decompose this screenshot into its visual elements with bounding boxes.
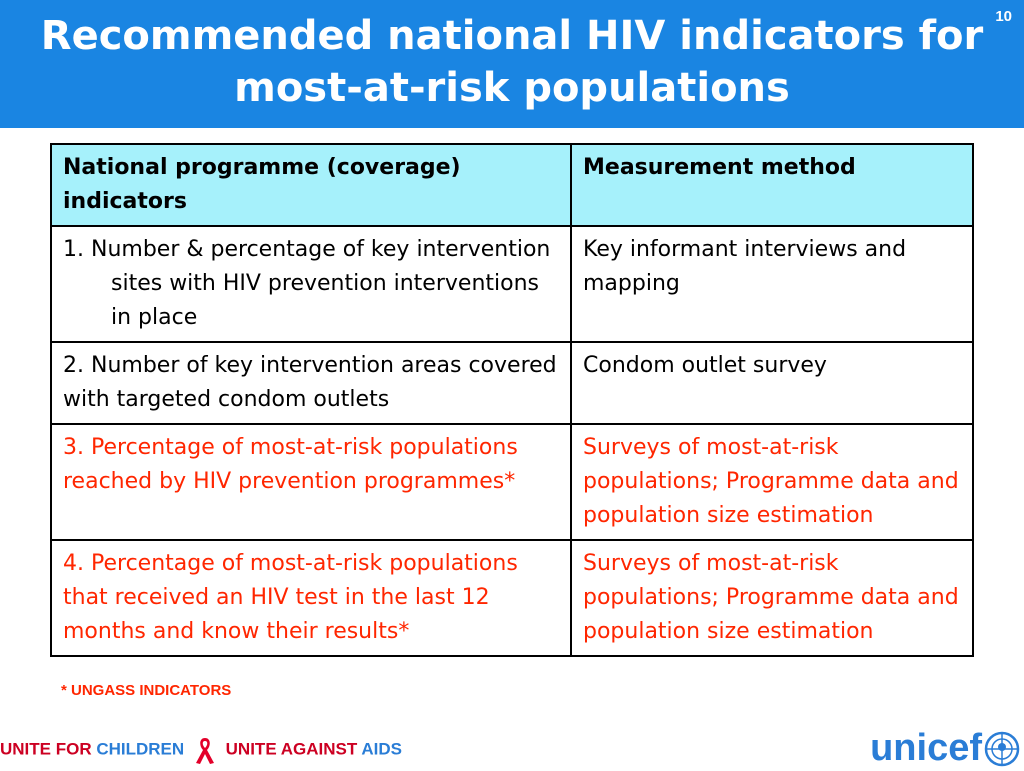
table-header-row: National programme (coverage) indicators… [50,143,974,227]
indicators-table: National programme (coverage) indicators… [50,143,974,657]
method-cell: Key informant interviews and mapping [570,225,974,343]
campaign-slogan: UNITE FOR CHILDREN UNITE AGAINST AIDS [0,735,402,765]
slide-title: Recommended national HIV indicators for … [0,10,1024,114]
method-cell: Surveys of most-at-risk populations; Pro… [570,539,974,657]
table-row: 4. Percentage of most-at-risk population… [50,539,974,657]
table-row: 2. Number of key intervention areas cove… [50,341,974,425]
slogan-part-4: AIDS [361,739,402,759]
slogan-part-1: UNITE FOR [0,739,97,759]
slide-title-line2: most-at-risk populations [234,65,790,111]
footnote: * UNGASS INDICATORS [61,682,232,699]
method-cell: Surveys of most-at-risk populations; Pro… [570,423,974,541]
column-header-indicators: National programme (coverage) indicators [50,143,572,227]
indicator-text: 1. Number & percentage of key interventi… [63,237,551,330]
table-row: 1. Number & percentage of key interventi… [50,225,974,343]
indicator-cell: 4. Percentage of most-at-risk population… [50,539,572,657]
unicef-globe-icon [984,731,1020,767]
unicef-logo-text: unicef [870,727,982,769]
indicator-cell: 1. Number & percentage of key interventi… [50,225,572,343]
table-row: 3. Percentage of most-at-risk population… [50,423,974,541]
aids-ribbon-icon [191,735,219,765]
slogan-part-2: CHILDREN [96,739,185,759]
column-header-method: Measurement method [570,143,974,227]
indicator-cell: 3. Percentage of most-at-risk population… [50,423,572,541]
method-cell: Condom outlet survey [570,341,974,425]
title-banner: Recommended national HIV indicators for … [0,0,1024,128]
indicator-cell: 2. Number of key intervention areas cove… [50,341,572,425]
slogan-part-3: UNITE AGAINST [225,739,362,759]
slide-title-line1: Recommended national HIV indicators for [40,13,984,59]
slide-number: 10 [995,8,1012,25]
